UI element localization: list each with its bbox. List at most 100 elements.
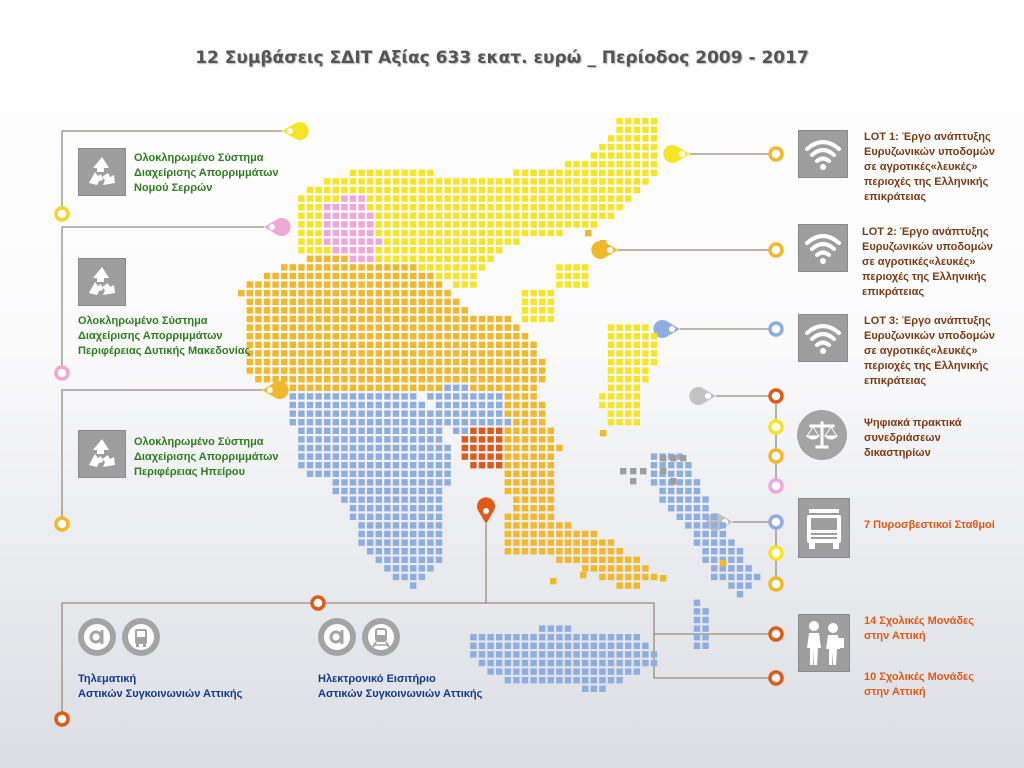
map-tile [384, 513, 391, 520]
map-tile [616, 642, 623, 649]
map-tile [435, 186, 443, 194]
map-tile [496, 324, 503, 331]
map-tile [521, 479, 529, 486]
map-tile [306, 281, 314, 288]
map-tile [410, 419, 417, 426]
map-tile [616, 169, 623, 176]
map-tile [358, 393, 365, 400]
map-tile [513, 522, 520, 529]
map-tile [349, 178, 357, 185]
map-tile [255, 376, 262, 383]
map-tile [461, 247, 468, 254]
map-tile [582, 668, 589, 675]
map-tile [375, 401, 382, 409]
map-tile [263, 307, 271, 314]
map-tile [513, 462, 520, 469]
map-tile [547, 548, 554, 555]
map-tile [487, 419, 494, 426]
map-tile [564, 281, 572, 288]
map-tile [564, 659, 572, 667]
map-tile [263, 333, 271, 340]
map-tile [263, 367, 271, 374]
map-tile [375, 496, 382, 503]
metro-train-icon [362, 618, 400, 656]
map-tile [668, 496, 675, 503]
map-tile [521, 384, 529, 391]
map-tile [487, 255, 494, 262]
map-tile [590, 556, 597, 563]
map-island-tile [660, 468, 667, 475]
map-tile [306, 470, 314, 477]
map-tile [513, 677, 520, 684]
map-tile [392, 367, 400, 374]
map-tile [410, 307, 417, 314]
map-tile [315, 376, 322, 383]
map-tile [358, 169, 365, 176]
map-tile [547, 462, 554, 469]
map-tile [478, 659, 486, 667]
map-tile [418, 573, 425, 581]
map-tile [375, 479, 382, 486]
map-tile [298, 453, 305, 460]
map-tile [392, 178, 400, 185]
map-tile [332, 333, 339, 340]
map-tile [410, 238, 417, 245]
map-tile [418, 204, 425, 211]
map-tile [642, 143, 649, 151]
map-tile [358, 453, 365, 460]
map-tile [410, 341, 417, 348]
map-tile [263, 272, 271, 280]
map-tile [435, 324, 443, 331]
map-tile [625, 410, 632, 417]
map-tile [272, 384, 279, 391]
map-tile [521, 169, 529, 176]
map-tile [702, 625, 709, 632]
map-tile [521, 496, 529, 503]
map-tile [642, 169, 649, 176]
map-tile [401, 393, 408, 400]
map-tile [547, 659, 554, 667]
map-tile [590, 186, 597, 194]
map-tile [478, 204, 486, 211]
map-tile [530, 668, 537, 675]
map-tile [444, 290, 451, 297]
map-tile [324, 367, 331, 374]
map-tile [693, 634, 701, 641]
map-tile [367, 393, 374, 400]
map-tile [487, 221, 494, 228]
map-tile [418, 367, 425, 374]
map-tile [487, 668, 494, 675]
map-tile [470, 367, 477, 374]
map-tile [573, 659, 580, 667]
map-tile [315, 238, 322, 245]
map-tile [298, 427, 305, 434]
map-tile [255, 315, 262, 323]
map-tile [315, 307, 322, 314]
map-tile [315, 384, 322, 391]
map-tile [461, 393, 468, 400]
map-tile [547, 642, 554, 649]
map-tile [504, 548, 511, 555]
map-tile [556, 281, 563, 288]
map-tile [238, 290, 245, 297]
map-tile [367, 548, 374, 555]
map-tile [504, 358, 511, 366]
map-tile [461, 229, 468, 237]
recycle-icon-tile [78, 258, 126, 306]
map-tile [427, 358, 434, 366]
map-tile [324, 212, 331, 219]
map-tile [693, 608, 701, 615]
map-tile [539, 410, 546, 417]
map-tile [349, 487, 357, 495]
map-tile [487, 195, 494, 202]
map-island-tile [630, 468, 637, 475]
map-tile [358, 333, 365, 340]
map-tile [504, 315, 511, 323]
map-tile [427, 513, 434, 520]
map-tile [289, 376, 296, 383]
map-tile [521, 453, 529, 460]
map-tile [461, 204, 468, 211]
map-tile [349, 238, 357, 245]
map-tile [461, 419, 468, 426]
map-tile [255, 333, 262, 340]
